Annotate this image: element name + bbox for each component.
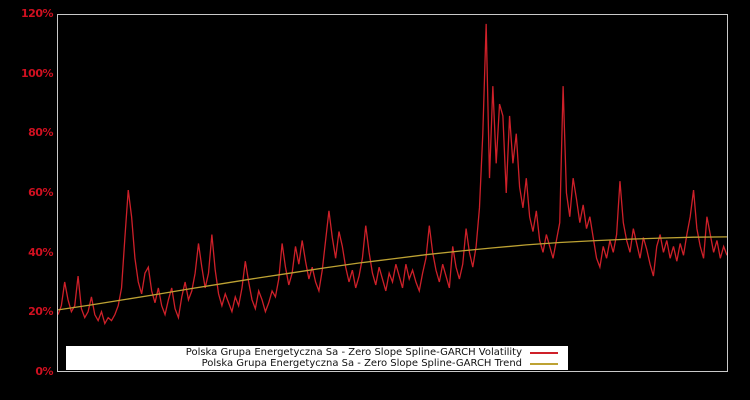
y-tick-label-40: 40% xyxy=(28,246,53,259)
legend-label-volatility: Polska Grupa Energetyczna Sa - Zero Slop… xyxy=(185,347,522,358)
y-tick-label-80: 80% xyxy=(28,126,53,139)
legend-item-trend: Polska Grupa Energetyczna Sa - Zero Slop… xyxy=(70,358,558,369)
chart-canvas xyxy=(58,23,727,326)
plot-area xyxy=(57,14,728,372)
trend-line-swatch xyxy=(530,362,558,365)
y-tick-label-120: 120% xyxy=(21,7,53,20)
y-tick-label-100: 100% xyxy=(21,67,53,80)
legend-item-volatility: Polska Grupa Energetyczna Sa - Zero Slop… xyxy=(70,347,558,358)
legend-label-trend: Polska Grupa Energetyczna Sa - Zero Slop… xyxy=(201,358,522,369)
y-tick-label-60: 60% xyxy=(28,186,53,199)
legend: Polska Grupa Energetyczna Sa - Zero Slop… xyxy=(66,346,568,370)
y-tick-label-0: 0% xyxy=(35,365,53,378)
volatility-line-swatch xyxy=(530,351,558,354)
y-tick-label-20: 20% xyxy=(28,305,53,318)
